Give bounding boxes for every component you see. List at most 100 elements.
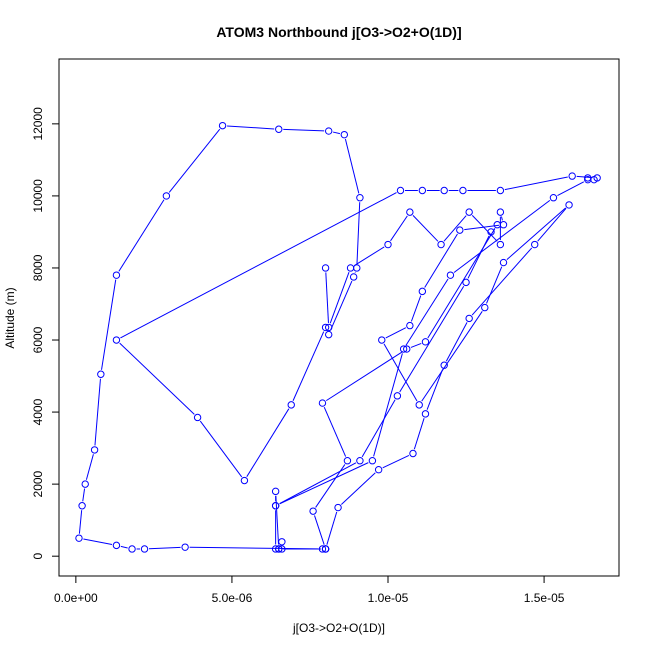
series-segment	[467, 235, 490, 279]
y-axis-label: Altitude (m)	[3, 287, 17, 348]
data-point	[496, 240, 505, 249]
data-point	[421, 410, 430, 418]
series-segment	[83, 538, 113, 546]
data-point	[340, 130, 349, 139]
data-point	[568, 172, 576, 180]
series-segment	[424, 233, 458, 288]
data-point	[418, 287, 427, 296]
data-point	[446, 271, 455, 279]
series-segment	[399, 285, 465, 393]
series-segment	[344, 138, 360, 194]
data-point	[349, 273, 358, 281]
data-point	[399, 345, 408, 353]
series-segment	[332, 131, 341, 135]
series-segment	[382, 454, 410, 469]
y-tick-label: 4000	[31, 398, 45, 425]
x-tick-label: 5.0e-06	[212, 591, 253, 605]
series-segment	[199, 420, 243, 478]
series-segment	[325, 351, 404, 402]
series-segment	[421, 311, 483, 402]
data-point	[481, 303, 489, 312]
data-point	[271, 487, 280, 496]
data-point	[78, 502, 86, 510]
series-segment	[557, 181, 585, 197]
series-segment	[426, 369, 444, 410]
data-point	[181, 543, 189, 551]
series-segment	[149, 546, 181, 550]
series-segment	[325, 272, 329, 323]
data-point	[368, 457, 377, 465]
data-point	[406, 321, 414, 330]
data-point	[321, 545, 330, 553]
series-segment	[94, 378, 101, 446]
data-point	[275, 125, 283, 133]
data-point	[437, 240, 445, 249]
data-point	[324, 330, 333, 339]
chart-title: ATOM3 Northbound j[O3->O2+O(1D)]	[216, 24, 461, 40]
series-segment	[427, 228, 496, 339]
series-segment	[537, 207, 567, 242]
series-segment	[385, 327, 407, 339]
data-point	[356, 194, 364, 202]
data-point	[112, 336, 121, 344]
series-segment	[279, 462, 369, 505]
series-segment	[329, 272, 350, 324]
x-tick-label: 0.0e+00	[54, 591, 98, 605]
x-axis-label: j[O3->O2+O(1D)]	[292, 621, 385, 635]
series-segment	[383, 343, 418, 402]
data-point	[396, 186, 405, 195]
data-point	[324, 127, 333, 135]
data-point	[415, 401, 423, 409]
series-segment	[506, 207, 567, 260]
data-point	[356, 457, 364, 465]
data-point	[321, 323, 330, 332]
series-segment	[354, 246, 385, 267]
series-segment	[330, 280, 353, 331]
data-point	[162, 192, 171, 200]
data-point	[318, 399, 327, 407]
y-tick-label: 8000	[31, 254, 45, 281]
x-tick-label: 1.5e-05	[524, 591, 565, 605]
y-tick-label: 2000	[31, 470, 45, 497]
series-jo3	[75, 121, 601, 553]
data-point	[440, 186, 448, 195]
data-point	[456, 226, 464, 234]
data-point	[193, 413, 202, 422]
series-segment	[341, 472, 376, 505]
series-segment	[410, 295, 422, 322]
data-point	[353, 264, 361, 272]
data-point	[384, 240, 392, 249]
series-segment	[486, 266, 503, 304]
series-segment	[120, 545, 128, 549]
data-point	[440, 361, 448, 369]
series-segment	[445, 322, 468, 362]
data-point	[278, 538, 286, 546]
data-point	[321, 264, 330, 272]
series-segment	[314, 515, 325, 545]
series-segment	[246, 408, 290, 477]
series-segment	[85, 454, 94, 480]
data-point	[81, 480, 89, 488]
series-segment	[453, 200, 551, 273]
data-point	[97, 370, 105, 378]
data-point	[278, 545, 286, 553]
y-tick-label: 12000	[31, 107, 45, 141]
data-point	[318, 545, 327, 553]
series-segment	[413, 418, 425, 450]
series-segment	[120, 192, 397, 339]
data-point	[75, 534, 83, 542]
data-point	[240, 476, 249, 485]
y-axis: 0 2000 4000 6000 8000 10000 12000	[31, 107, 60, 560]
data-point	[128, 545, 136, 553]
series-segment	[471, 215, 498, 242]
data-point	[140, 545, 149, 553]
data-point	[409, 449, 417, 458]
series-segment	[405, 278, 449, 346]
data-point	[496, 186, 505, 195]
data-point	[499, 221, 508, 229]
data-point	[218, 121, 227, 130]
data-point	[465, 208, 473, 216]
series-segment	[410, 342, 422, 348]
